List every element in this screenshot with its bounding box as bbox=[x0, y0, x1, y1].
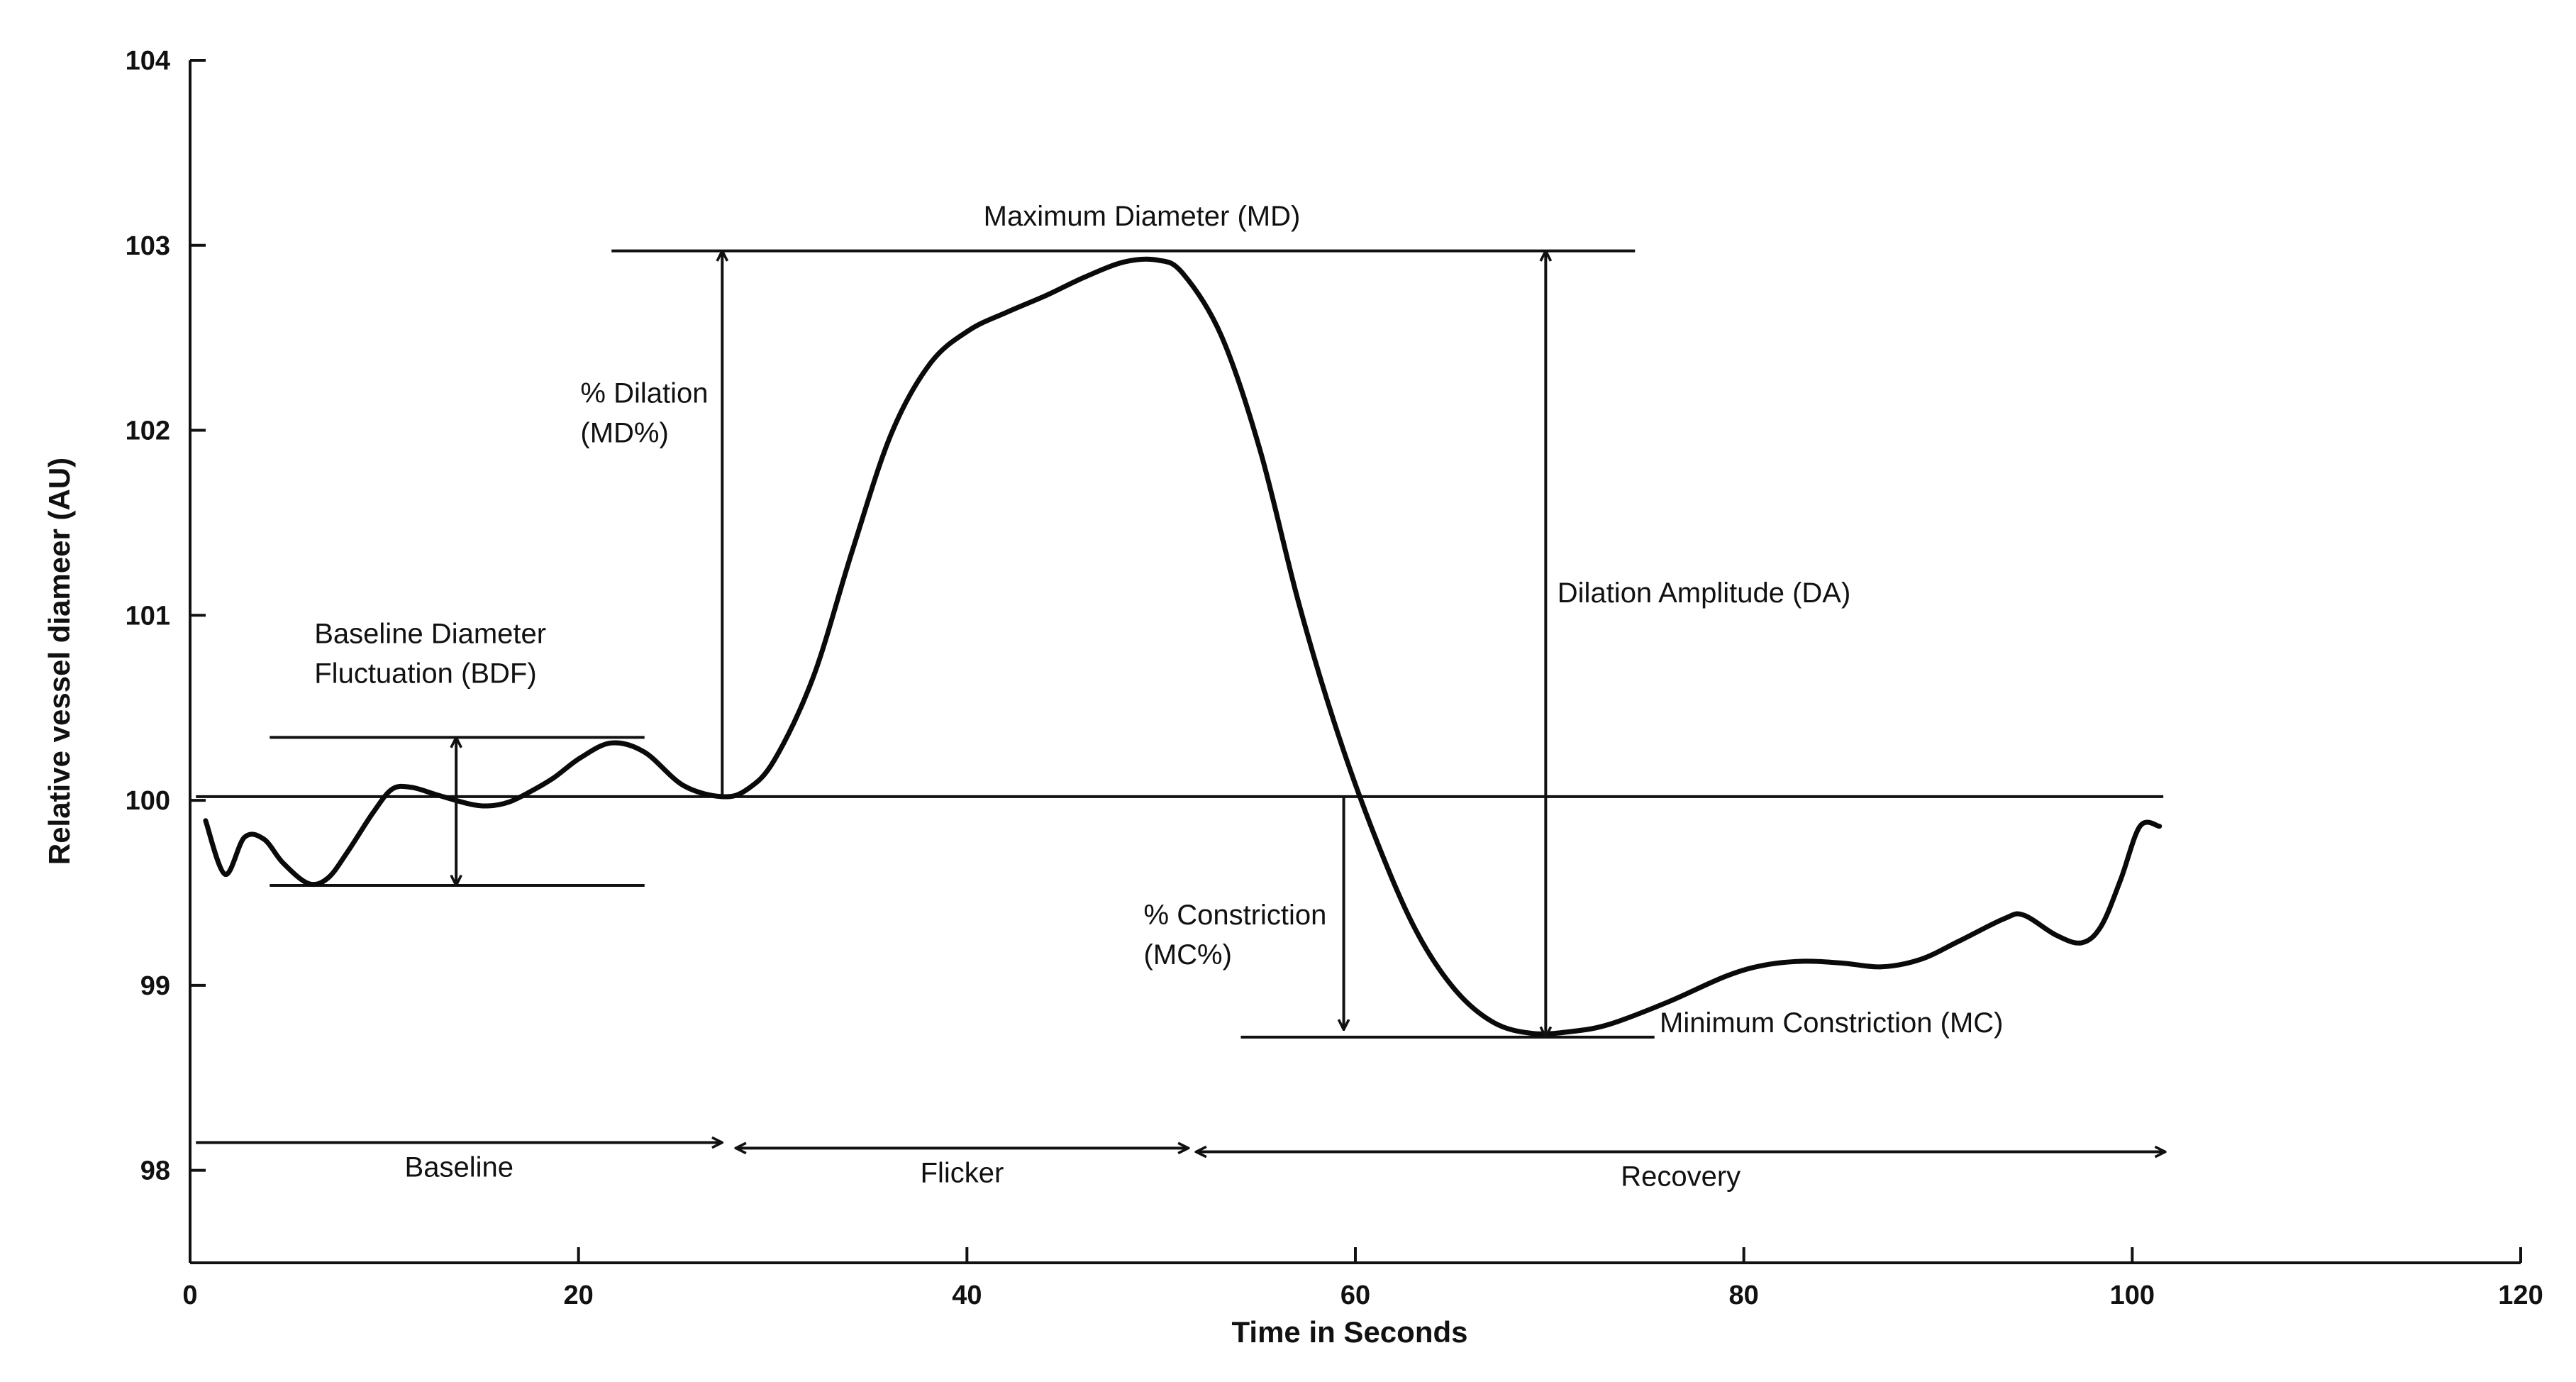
x-tick-label: 0 bbox=[182, 1281, 197, 1310]
y-axis-title: Relative vessel diameer (AU) bbox=[43, 458, 76, 865]
md-label: Maximum Diameter (MD) bbox=[984, 201, 1301, 232]
mc-label: Minimum Constriction (MC) bbox=[1660, 1007, 2004, 1039]
x-tick-label: 80 bbox=[1729, 1281, 1759, 1310]
y-tick-label: 102 bbox=[126, 416, 170, 446]
baseline-phase-label: Baseline bbox=[405, 1152, 513, 1183]
x-axis-title: Time in Seconds bbox=[1232, 1315, 1468, 1349]
vessel-diameter-curve bbox=[203, 256, 2163, 1036]
mc-pct-annotation: % Constriction (MC%) bbox=[1144, 900, 1327, 971]
measurement-arrows bbox=[456, 251, 1545, 1037]
annotations: Baseline Diameter Fluctuation (BDF) % Dila… bbox=[314, 377, 1850, 970]
y-tick-label: 101 bbox=[126, 601, 170, 631]
recovery-phase-label: Recovery bbox=[1621, 1161, 1741, 1193]
y-tick-label: 99 bbox=[140, 971, 170, 1001]
md-pct-annotation: % Dilation (MD%) bbox=[580, 377, 708, 448]
phase-arrows: Baseline Flicker Recovery bbox=[196, 1143, 2165, 1193]
x-tick-label: 100 bbox=[2110, 1281, 2155, 1310]
y-tick-label: 104 bbox=[126, 46, 170, 76]
bdf-annotation: Baseline Diameter Fluctuation (BDF) bbox=[314, 618, 546, 689]
y-tick-label: 98 bbox=[140, 1156, 170, 1186]
x-tick-label: 20 bbox=[564, 1281, 594, 1310]
x-tick-label: 120 bbox=[2498, 1281, 2543, 1310]
x-tick-label: 60 bbox=[1340, 1281, 1370, 1310]
flicker-phase-label: Flicker bbox=[921, 1157, 1004, 1188]
y-axis-ticks: 98 99 100 101 102 103 104 bbox=[126, 46, 206, 1186]
x-tick-label: 40 bbox=[952, 1281, 982, 1310]
da-annotation: Dilation Amplitude (DA) bbox=[1558, 577, 1851, 609]
y-tick-label: 103 bbox=[126, 231, 170, 261]
y-tick-label: 100 bbox=[126, 786, 170, 816]
x-axis-ticks: 0 20 40 60 80 100 120 bbox=[182, 1247, 2543, 1310]
